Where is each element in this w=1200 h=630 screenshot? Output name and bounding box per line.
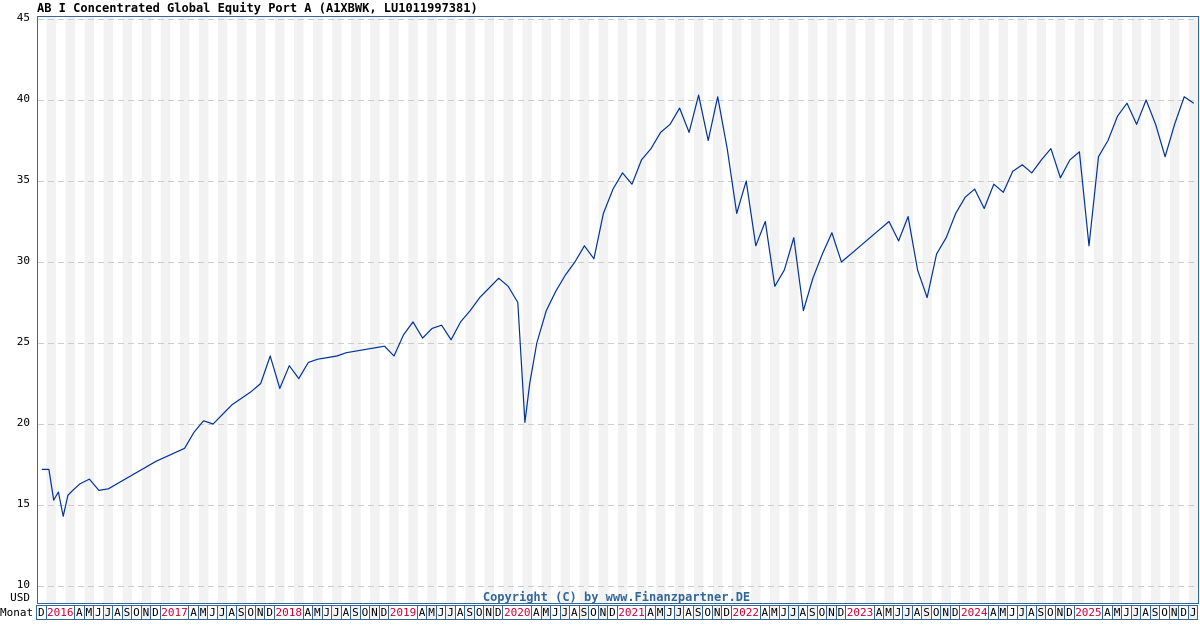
y-tick-label: 25 bbox=[16, 335, 30, 348]
chart-title: AB I Concentrated Global Equity Port A (… bbox=[37, 1, 478, 15]
year-label: 2016 bbox=[45, 605, 76, 620]
year-label: 2019 bbox=[388, 605, 418, 620]
year-label: 2025 bbox=[1073, 605, 1104, 620]
year-label: 2024 bbox=[959, 605, 989, 620]
year-label: 2023 bbox=[845, 605, 875, 620]
y-tick-label: 10 bbox=[16, 578, 30, 591]
month-stripes bbox=[46, 17, 1199, 603]
year-label: 2020 bbox=[502, 605, 533, 620]
year-label: 2022 bbox=[730, 605, 761, 620]
y-tick-label: 45 bbox=[16, 11, 30, 24]
y-tick-label: 35 bbox=[16, 173, 30, 186]
y-tick-label: 15 bbox=[16, 497, 30, 510]
year-label: 2021 bbox=[616, 605, 647, 620]
month-label: J bbox=[1187, 605, 1199, 620]
month-row-label: Monat bbox=[0, 606, 34, 619]
copyright-text: Copyright (C) by www.Finanzpartner.DE bbox=[482, 590, 751, 604]
year-label: 2018 bbox=[274, 605, 304, 620]
year-label: 2017 bbox=[159, 605, 190, 620]
currency-label: USD bbox=[10, 591, 30, 604]
plot-frame bbox=[37, 16, 1199, 604]
price-line bbox=[41, 94, 1195, 517]
y-tick-label: 20 bbox=[16, 416, 30, 429]
y-tick-label: 40 bbox=[16, 92, 30, 105]
y-tick-label: 30 bbox=[16, 254, 30, 267]
